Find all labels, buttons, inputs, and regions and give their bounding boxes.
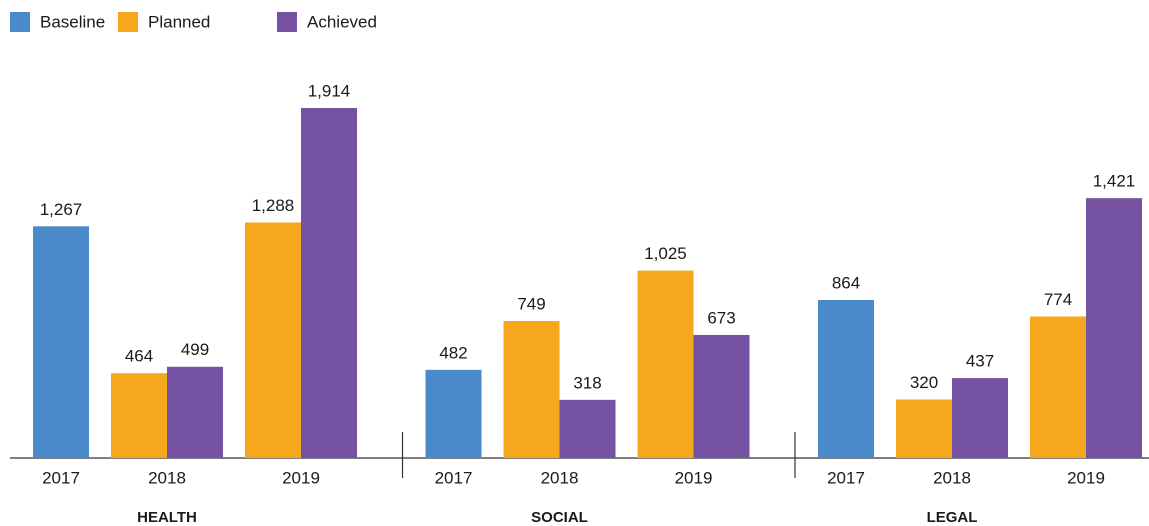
- legend-swatch: [277, 12, 297, 32]
- x-tick-label: 2017: [435, 468, 473, 487]
- x-tick-label: 2017: [827, 468, 865, 487]
- value-label: 318: [573, 373, 601, 392]
- bar: [111, 373, 167, 458]
- bar: [896, 399, 952, 458]
- value-label: 749: [517, 295, 545, 314]
- value-label: 1,421: [1093, 172, 1136, 191]
- x-tick-label: 2018: [541, 468, 579, 487]
- value-label: 464: [125, 347, 153, 366]
- legend-label: Planned: [148, 12, 210, 31]
- value-label: 499: [181, 340, 209, 359]
- bar: [559, 399, 616, 458]
- x-tick-label: 2017: [42, 468, 80, 487]
- value-label: 864: [832, 273, 860, 292]
- bar: [425, 369, 482, 458]
- bar: [1030, 316, 1086, 458]
- value-label: 1,914: [308, 81, 351, 100]
- value-label: 1,025: [644, 244, 687, 263]
- value-label: 437: [966, 352, 994, 371]
- bar: [818, 300, 874, 458]
- bar: [503, 321, 560, 458]
- bar: [167, 366, 223, 458]
- x-tick-label: 2018: [148, 468, 186, 487]
- value-label: 482: [439, 343, 467, 362]
- group-label: LEGAL: [927, 509, 978, 526]
- bar: [301, 108, 357, 458]
- legend-swatch: [10, 12, 30, 32]
- bar: [693, 334, 750, 458]
- group-label: SOCIAL: [531, 509, 588, 526]
- bar: [33, 226, 89, 458]
- x-tick-label: 2018: [933, 468, 971, 487]
- group-label: HEALTH: [137, 509, 197, 526]
- bar: [245, 222, 301, 458]
- x-tick-label: 2019: [1067, 468, 1105, 487]
- bar: [637, 270, 694, 458]
- x-tick-label: 2019: [675, 468, 713, 487]
- value-label: 673: [707, 308, 735, 327]
- bar: [1086, 198, 1142, 458]
- value-label: 320: [910, 373, 938, 392]
- legend-label: Baseline: [40, 12, 105, 31]
- value-label: 1,267: [40, 200, 83, 219]
- x-tick-label: 2019: [282, 468, 320, 487]
- value-label: 1,288: [252, 196, 295, 215]
- value-label: 774: [1044, 290, 1072, 309]
- bar: [952, 378, 1008, 458]
- legend-label: Achieved: [307, 12, 377, 31]
- legend-swatch: [118, 12, 138, 32]
